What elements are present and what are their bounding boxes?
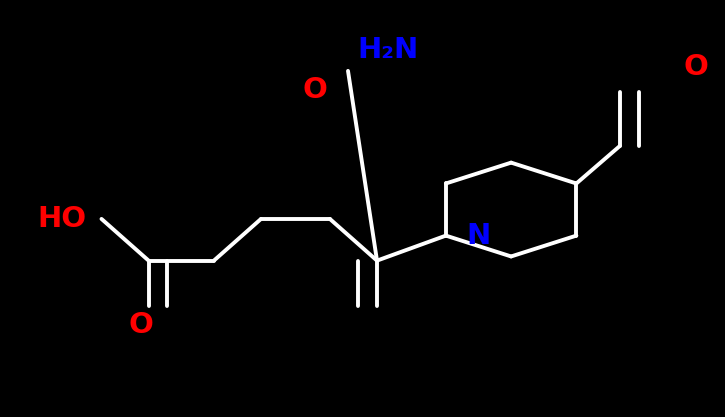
Text: O: O: [303, 75, 328, 104]
Text: O: O: [129, 311, 154, 339]
Text: O: O: [684, 53, 708, 81]
Text: N: N: [466, 221, 491, 250]
Text: H₂N: H₂N: [357, 36, 418, 64]
Text: HO: HO: [37, 205, 86, 233]
